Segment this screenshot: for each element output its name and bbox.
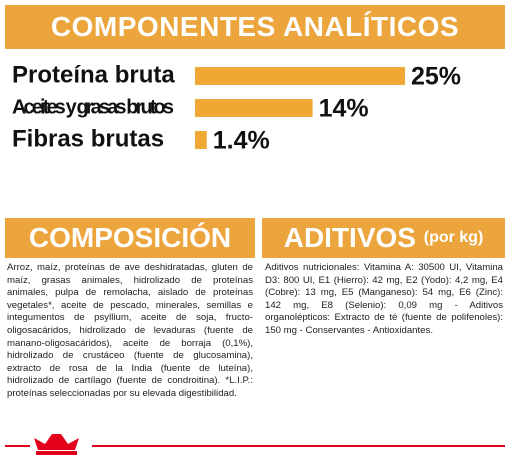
value-label: 1.4%: [213, 127, 270, 155]
section-title: COMPOSICIÓN: [28, 222, 232, 253]
bar: [195, 131, 207, 149]
footer-logo: [5, 434, 505, 455]
bar: [195, 99, 313, 117]
chart: Proteína bruta 25% Aceites y grasas brutos…: [12, 61, 461, 155]
bar: [195, 67, 405, 85]
category-label: Proteína bruta: [12, 61, 175, 88]
category-label: Fibras brutas: [12, 125, 164, 152]
title-banner: COMPONENTES ANALÍTICOS: [5, 5, 505, 49]
chart-title: COMPONENTES ANALÍTICOS: [50, 11, 460, 42]
aditivos-text: Aditivos nutricionales: Vitamina A: 3050…: [265, 262, 503, 336]
aditivos-banner: ADITIVOS (por kg): [262, 218, 505, 258]
value-label: 25%: [411, 63, 461, 91]
section-title: ADITIVOS: [283, 222, 416, 253]
section-subtitle: (por kg): [423, 229, 484, 246]
composicion-banner: COMPOSICIÓN: [5, 218, 255, 258]
category-label: Aceites y grasas brutos: [12, 96, 174, 118]
value-label: 14%: [319, 95, 369, 123]
composicion-text: Arroz, maíz, proteínas de ave deshidrata…: [7, 262, 253, 399]
